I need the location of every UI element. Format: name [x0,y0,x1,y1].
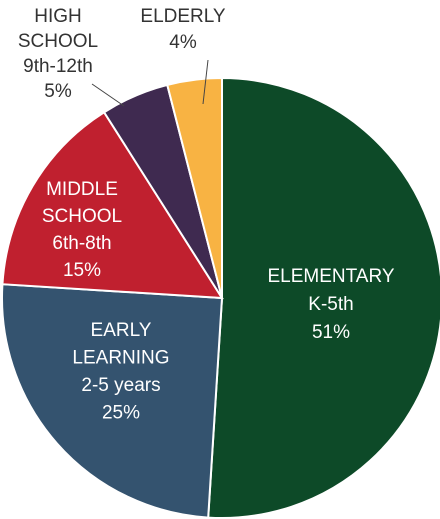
leader-line [91,83,125,107]
slice-label: 6th-8th [52,233,111,254]
slice-label: K-5th [308,294,353,315]
slice-label: MIDDLE [46,179,118,200]
pie-slice [1,110,224,300]
value-label: 5% [44,81,72,102]
slice-label: 9th-12th [23,56,93,77]
value-label: 15% [63,260,101,281]
slice-label: LEARNING [72,348,169,369]
value-label: 25% [102,403,140,424]
slice-label: ELEMENTARY [267,266,394,287]
slice-label: ELDERLY [140,6,226,27]
leader-line [202,59,209,105]
slice-label: SCHOOL [42,206,122,227]
value-label: 4% [169,32,197,53]
slice-label: SCHOOL [18,31,98,52]
slice-label: HIGH [34,6,82,27]
pie-slice [166,76,223,299]
pie-slice [1,283,224,519]
value-label: 51% [312,322,350,343]
slice-label: 2-5 years [81,375,160,396]
slice-label: EARLY [91,320,152,341]
pie-slice [207,76,440,519]
